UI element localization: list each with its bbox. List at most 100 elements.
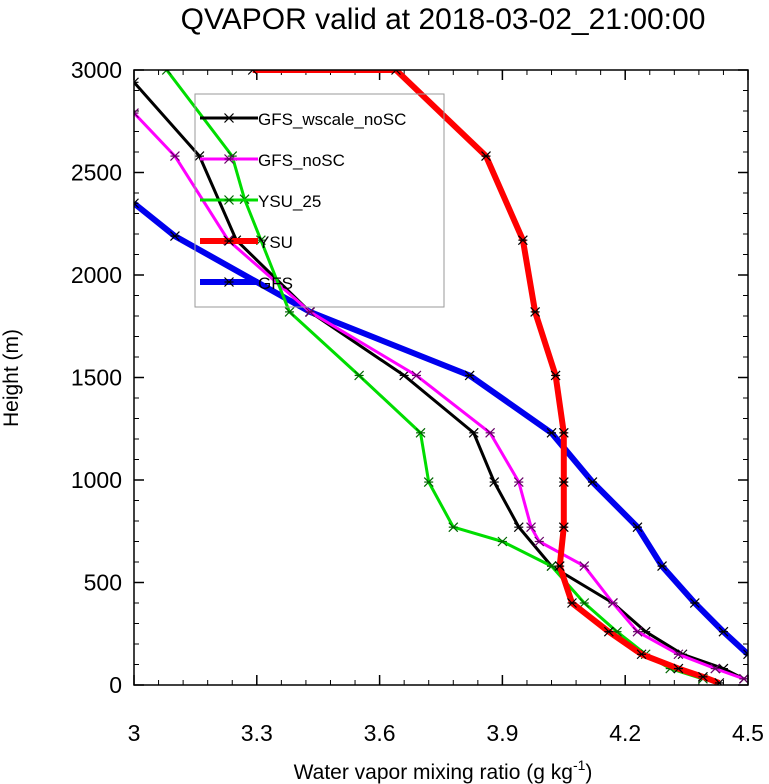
data-point — [738, 673, 748, 684]
data-point — [391, 70, 401, 75]
data-point — [354, 370, 365, 381]
x-axis: 3 3.3 3.6 3.9 4.2 4.5 — [128, 70, 764, 746]
x-tick-label: 3.6 — [364, 720, 396, 746]
data-point — [607, 598, 618, 608]
legend-marker — [224, 195, 234, 205]
data-point — [134, 77, 139, 88]
x-axis-label-end: ) — [585, 761, 592, 784]
series-line — [134, 111, 745, 681]
series-GFS_wscale_noSC — [134, 77, 748, 684]
legend-entry: YSU — [200, 233, 293, 252]
data-point — [411, 370, 422, 381]
series-GFS — [134, 198, 748, 660]
plot-frame — [133, 69, 749, 686]
legend-label: GFS — [258, 274, 293, 293]
chart-title: QVAPOR valid at 2018-03-02_21:00:00 — [181, 3, 706, 36]
data-point — [698, 671, 708, 682]
legend-label: GFS_noSC — [258, 151, 345, 170]
legend-entry: GFS — [200, 274, 293, 293]
legend-entry: GFS_noSC — [200, 151, 345, 170]
data-point — [673, 663, 684, 674]
data-point — [161, 70, 172, 75]
data-point — [423, 477, 434, 487]
data-point — [464, 370, 475, 381]
data-point — [284, 306, 295, 317]
data-point — [481, 151, 491, 162]
series-line — [134, 200, 748, 657]
data-point — [247, 70, 258, 75]
x-axis-label-sup: -1 — [573, 757, 586, 773]
data-point — [567, 598, 577, 608]
data-point — [534, 536, 545, 547]
data-point — [134, 198, 139, 209]
series-YSU — [247, 70, 725, 685]
y-tick-label: 1500 — [71, 365, 122, 391]
data-point — [554, 561, 565, 572]
y-tick-label: 1000 — [71, 467, 122, 493]
data-point — [657, 561, 667, 572]
x-tick-label: 4.2 — [609, 720, 641, 746]
data-point — [579, 561, 590, 572]
legend-marker — [224, 277, 234, 287]
data-point — [170, 151, 180, 162]
data-point — [632, 522, 643, 533]
data-point — [636, 649, 647, 660]
x-axis-label-main: Water vapor mixing ratio (g kg — [294, 761, 573, 784]
y-tick-label: 500 — [84, 570, 122, 596]
x-axis-label: Water vapor mixing ratio (g kg-1) — [294, 757, 593, 784]
data-point — [550, 370, 561, 381]
data-point — [603, 626, 614, 637]
data-point — [710, 663, 721, 674]
data-point — [485, 427, 496, 438]
data-point — [489, 477, 500, 487]
data-point — [448, 522, 459, 533]
y-tick-label: 2000 — [71, 262, 122, 288]
legend-box — [194, 93, 445, 308]
data-point — [673, 649, 684, 660]
data-point — [546, 427, 557, 438]
legend: GFS_wscale_noSC GFS_noSC YSU_25 YSU GFS — [194, 93, 445, 308]
data-point — [513, 477, 524, 487]
series-line — [165, 70, 704, 681]
legend-marker — [224, 113, 234, 123]
data-point — [497, 536, 508, 547]
y-tick-label: 2500 — [71, 160, 122, 186]
data-point — [399, 370, 410, 381]
plot-lines — [134, 70, 748, 685]
data-point — [743, 649, 748, 660]
x-tick-label: 4.5 — [732, 720, 764, 746]
legend-label: GFS_wscale_noSC — [258, 110, 406, 129]
data-point — [526, 522, 536, 533]
data-point — [632, 626, 643, 637]
y-axis: 0 500 1000 1500 2000 2500 3000 — [71, 57, 748, 698]
legend-label: YSU — [258, 233, 293, 252]
legend-marker — [224, 154, 234, 164]
y-tick-label: 3000 — [71, 57, 122, 83]
data-point — [718, 626, 729, 637]
legend-label: YSU_25 — [258, 192, 321, 211]
data-point — [714, 678, 725, 685]
series-GFS_noSC — [134, 108, 748, 684]
data-point — [587, 477, 598, 487]
data-point — [415, 427, 426, 438]
data-point — [305, 306, 315, 317]
data-point — [579, 598, 590, 608]
x-tick-label: 3.9 — [486, 720, 518, 746]
legend-marker — [224, 236, 234, 246]
data-point — [530, 306, 541, 317]
y-axis-label: Height (m) — [0, 329, 23, 427]
series-line — [252, 70, 721, 685]
legend-entry: YSU_25 — [200, 192, 321, 211]
data-point — [134, 108, 139, 118]
x-tick-label: 3 — [128, 720, 141, 746]
data-point — [468, 427, 479, 438]
data-point — [513, 522, 524, 533]
data-point — [517, 235, 528, 246]
data-point — [558, 522, 569, 533]
data-point — [558, 427, 569, 438]
data-point — [558, 477, 569, 487]
data-point — [546, 561, 557, 572]
legend-entry: GFS_wscale_noSC — [200, 110, 406, 129]
y-tick-label: 0 — [109, 672, 122, 698]
